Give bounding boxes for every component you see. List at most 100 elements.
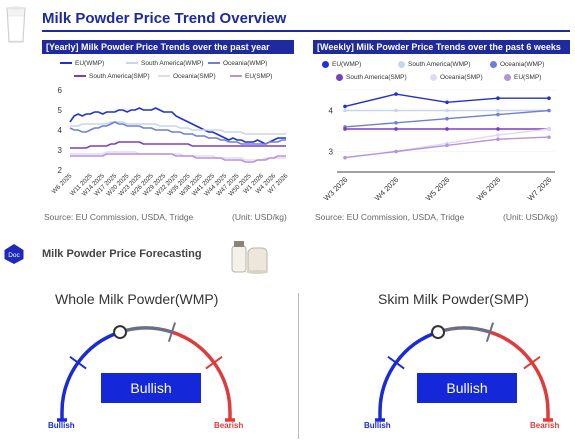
series-line xyxy=(70,151,286,161)
data-point xyxy=(445,116,449,121)
legend-item: Oceania(SMP) xyxy=(158,73,216,80)
data-point xyxy=(394,149,398,154)
legend-label: EU(SMP) xyxy=(245,73,273,80)
smp-verdict-badge: Bullish xyxy=(417,373,517,403)
legend-swatch xyxy=(74,75,86,78)
data-point xyxy=(496,137,500,141)
data-point xyxy=(496,127,500,131)
data-point xyxy=(496,108,500,113)
data-point xyxy=(445,127,449,131)
wmp-gauge-title: Whole Milk Powder(WMP) xyxy=(55,291,219,307)
legend-item: Oceania(SMP) xyxy=(430,74,483,81)
weekly-legend: EU(WMP) South America(WMP) Oceania(WMP) … xyxy=(322,61,570,85)
wmp-bullish-label: Bullish xyxy=(48,421,75,430)
gauge-divider xyxy=(298,293,299,439)
smp-bullish-label: Bullish xyxy=(364,421,391,430)
legend-item: South America(WMP) xyxy=(398,61,471,68)
legend-item: South America(SMP) xyxy=(336,74,407,81)
y-tick-label: 3 xyxy=(58,146,63,155)
legend-item: South America(SMP) xyxy=(74,73,150,80)
legend-label: Oceania(SMP) xyxy=(173,73,216,80)
legend-item: South America(WMP) xyxy=(126,60,204,67)
data-point xyxy=(343,108,347,113)
legend-label: South America(SMP) xyxy=(89,73,150,80)
milk-glass-icon xyxy=(6,6,26,43)
legend-label: Oceania(SMP) xyxy=(440,74,483,82)
data-point xyxy=(394,92,398,96)
gauge-needle-marker xyxy=(431,325,446,340)
y-tick-label: 5 xyxy=(58,106,63,115)
title-underline xyxy=(42,30,570,32)
y-tick-label: 4 xyxy=(329,107,334,116)
wmp-bearish-label: Bearish xyxy=(214,421,244,430)
x-tick-label: W7 2026 xyxy=(526,175,554,203)
y-tick-label: 6 xyxy=(58,86,63,95)
series-line xyxy=(69,107,286,145)
smp-bearish-label: Bearish xyxy=(530,421,560,430)
yearly-chart-title: [Yearly] Milk Powder Price Trends over t… xyxy=(42,40,294,54)
gauge-tick xyxy=(167,322,176,342)
data-point xyxy=(496,112,500,117)
legend-swatch xyxy=(60,62,72,65)
gauge-tick xyxy=(387,355,405,370)
data-point xyxy=(394,108,398,113)
data-point xyxy=(445,108,449,113)
legend-label: Oceania(WMP) xyxy=(223,60,268,67)
series-line xyxy=(69,121,286,145)
gauge-tick xyxy=(69,355,87,370)
legend-label: EU(SMP) xyxy=(514,74,542,82)
legend-label: South America(SMP) xyxy=(346,74,407,82)
yearly-legend: EU(WMP) South America(WMP) Oceania(WMP) … xyxy=(60,60,300,84)
legend-swatch xyxy=(490,61,497,68)
legend-label: South America(WMP) xyxy=(141,60,204,67)
doc-badge-label: Doc xyxy=(8,252,20,259)
gauge-arc-neutral xyxy=(437,326,491,334)
milk-bottle-icon xyxy=(231,241,268,274)
legend-item: Oceania(WMP) xyxy=(490,61,544,68)
data-point xyxy=(445,143,449,148)
x-tick-label: W4 2026 xyxy=(373,175,401,203)
legend-swatch xyxy=(430,74,437,81)
forecast-title: Milk Powder Price Forecasting xyxy=(42,248,202,260)
legend-label: Oceania(WMP) xyxy=(500,61,545,69)
legend-item: EU(WMP) xyxy=(322,61,361,68)
yearly-unit: (Unit: USD/kg) xyxy=(232,212,287,222)
x-tick-label: W3 2026 xyxy=(322,175,350,203)
weekly-source: Source: EU Commission, USDA, Tridge xyxy=(315,212,465,222)
legend-swatch xyxy=(158,75,170,78)
smp-gauge xyxy=(375,322,553,422)
data-point xyxy=(547,96,551,100)
page-title: Milk Powder Price Trend Overview xyxy=(42,10,287,27)
legend-swatch xyxy=(336,74,343,81)
legend-item: EU(WMP) xyxy=(60,60,104,67)
data-point xyxy=(496,133,500,137)
gauge-tick xyxy=(485,322,494,342)
data-point xyxy=(343,127,347,131)
gauge-arc-neutral xyxy=(119,326,173,334)
legend-label: EU(WMP) xyxy=(75,60,105,67)
gauge-needle-marker xyxy=(113,325,128,340)
data-point xyxy=(343,104,347,109)
smp-gauge-title: Skim Milk Powder(SMP) xyxy=(378,291,529,307)
legend-label: EU(WMP) xyxy=(332,61,362,69)
data-point xyxy=(394,127,398,131)
legend-swatch xyxy=(504,74,511,81)
data-point xyxy=(547,127,551,131)
x-tick-label: W6 2026 xyxy=(475,175,503,203)
data-point xyxy=(547,108,551,113)
weekly-unit: (Unit: USD/kg) xyxy=(503,212,558,222)
data-point xyxy=(547,135,551,139)
yearly-source: Source: EU Commission, USDA, Tridge xyxy=(44,212,194,222)
data-point xyxy=(343,155,347,160)
series-line xyxy=(344,136,550,159)
y-tick-label: 2 xyxy=(58,166,63,175)
data-point xyxy=(445,100,449,105)
legend-label: South America(WMP) xyxy=(408,61,471,69)
x-tick-label: W5 2026 xyxy=(424,175,452,203)
legend-item: Oceania(WMP) xyxy=(208,60,267,67)
gauge-tick xyxy=(205,355,223,370)
data-point xyxy=(394,121,398,125)
legend-swatch xyxy=(208,62,220,65)
gauge-tick xyxy=(523,355,541,370)
